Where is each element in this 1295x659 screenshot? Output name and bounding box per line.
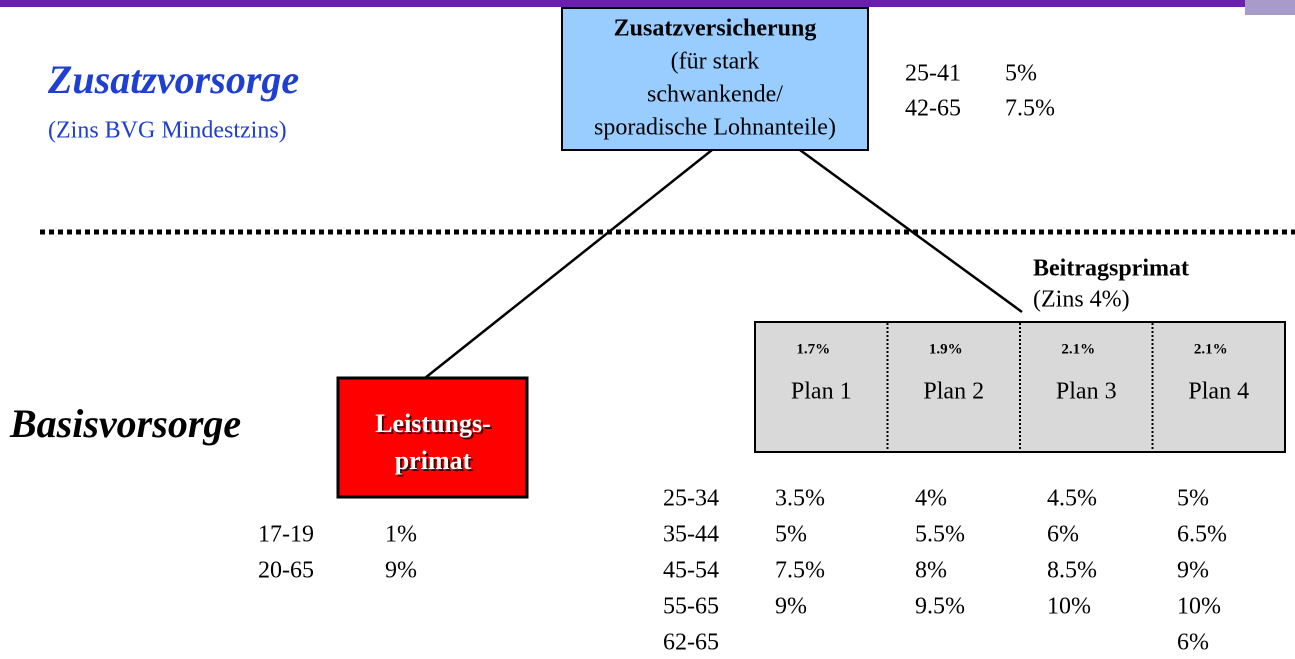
box-line: sporadische Lohnanteile) [594,115,836,141]
plan-name: Plan 2 [923,379,984,405]
rate: 6% [1177,630,1209,656]
rate: 5% [1005,61,1037,87]
rate: 1% [385,522,417,548]
plan-name: Plan 1 [791,379,852,405]
corner-tab [1245,0,1295,15]
box-line: (für stark [671,49,760,75]
box-line: Zusatzversicherung [614,16,817,42]
connector [424,149,713,379]
age-range: 25-41 [905,61,961,87]
leistung-box [336,376,529,499]
age-range: 45-54 [663,558,719,584]
age-range: 35-44 [663,522,719,548]
beitrag-title: Beitragsprimat [1033,256,1189,282]
rate: 6.5% [1177,522,1227,548]
rate: 10% [1177,594,1221,620]
rate: 6% [1047,522,1079,548]
rate: 9% [1177,558,1209,584]
rate: 4% [915,486,947,512]
plan-name: Plan 4 [1188,379,1249,405]
rate: 5% [1177,486,1209,512]
top-bar [0,0,1295,7]
rate: 3.5% [775,486,825,512]
plan-rate: 2.1% [1194,341,1228,357]
beitrag-subtitle: (Zins 4%) [1033,287,1130,313]
rate: 9.5% [915,594,965,620]
plan-rate: 1.7% [796,341,830,357]
rate: 9% [775,594,807,620]
box-line-shadow: Leistungs- [377,411,493,440]
rate: 7.5% [775,558,825,584]
age-range: 17-19 [258,522,314,548]
age-range: 55-65 [663,594,719,620]
rate: 5.5% [915,522,965,548]
rate: 8.5% [1047,558,1097,584]
age-range: 20-65 [258,558,314,584]
rate: 7.5% [1005,96,1055,122]
plan-rate: 1.9% [929,341,963,357]
box-line: schwankende/ [647,82,783,108]
plan-rate: 2.1% [1061,341,1095,357]
box-line: Leistungs- [375,409,491,438]
connector [799,148,1023,314]
age-range: 42-65 [905,96,961,122]
box-line-shadow: primat [397,448,474,477]
age-range: 25-34 [663,486,719,512]
zusatz-subtitle: (Zins BVG Mindestzins) [48,118,287,144]
rate: 8% [915,558,947,584]
zusatz-box [561,7,869,151]
rate: 5% [775,522,807,548]
plan-name: Plan 3 [1056,379,1117,405]
age-range: 62-65 [663,630,719,656]
rate: 9% [385,558,417,584]
box-line: primat [395,446,472,475]
rate: 10% [1047,594,1091,620]
basis-title: Basisvorsorge [9,401,241,446]
zusatz-title: Zusatzvorsorge [47,57,299,102]
rate: 4.5% [1047,486,1097,512]
